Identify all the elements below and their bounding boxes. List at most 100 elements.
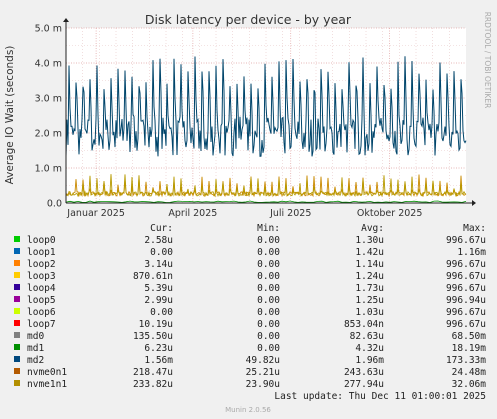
legend-row-avg: 82.63u bbox=[350, 331, 384, 342]
legend-row-name: md1 bbox=[27, 343, 44, 354]
legend-row-avg: 1.42u bbox=[355, 247, 384, 258]
legend-row-min: 0.00 bbox=[257, 235, 280, 246]
legend-row-max: 18.19m bbox=[452, 343, 487, 354]
legend-row-avg: 853.04n bbox=[344, 319, 384, 330]
legend-row-avg: 1.25u bbox=[355, 295, 384, 306]
legend-swatch bbox=[14, 368, 20, 374]
legend-swatch bbox=[14, 260, 20, 266]
side-label: RRDTOOL / TOBI OETIKER bbox=[483, 12, 492, 109]
legend-row-name: loop4 bbox=[27, 283, 56, 294]
legend-swatch bbox=[14, 344, 20, 350]
legend-row-cur: 870.61n bbox=[133, 271, 173, 282]
legend-swatch bbox=[14, 284, 20, 290]
x-tick-label: April 2025 bbox=[168, 208, 217, 219]
y-axis-arrow bbox=[63, 18, 69, 22]
x-tick-label: Januar 2025 bbox=[66, 208, 125, 219]
legend-header-max: Max: bbox=[463, 223, 486, 234]
legend-header-avg: Avg: bbox=[361, 223, 384, 234]
x-axis-arrow bbox=[472, 200, 476, 206]
legend-row-min: 49.82u bbox=[246, 355, 280, 366]
legend-swatch bbox=[14, 320, 20, 326]
legend-row-name: loop2 bbox=[27, 259, 56, 270]
y-tick-label: 3.0 m bbox=[35, 94, 62, 105]
legend-row-max: 996.94u bbox=[446, 295, 486, 306]
legend-row-max: 68.50m bbox=[452, 331, 487, 342]
footer: Munin 2.0.56 bbox=[225, 406, 271, 414]
legend-row-name: nvme1n1 bbox=[27, 379, 67, 390]
y-tick-label: 2.0 m bbox=[35, 129, 62, 140]
legend-row-avg: 1.96m bbox=[355, 355, 384, 366]
legend-row-max: 24.48m bbox=[452, 367, 487, 378]
legend-row-avg: 1.73u bbox=[355, 283, 384, 294]
legend-swatch bbox=[14, 332, 20, 338]
legend-swatch bbox=[14, 296, 20, 302]
x-tick-label: Juli 2025 bbox=[269, 208, 311, 219]
legend-row-max: 996.67u bbox=[446, 319, 486, 330]
series-line-nvme1n1 bbox=[65, 174, 467, 198]
y-axis-label: Average IO Wait (seconds) bbox=[4, 46, 16, 185]
legend-row-max: 996.67u bbox=[446, 259, 486, 270]
last-update: Last update: Thu Dec 11 01:00:01 2025 bbox=[274, 391, 486, 402]
legend-row-avg: 243.63u bbox=[344, 367, 384, 378]
legend-row-min: 23.90u bbox=[246, 379, 280, 390]
legend-row-avg: 1.24u bbox=[355, 271, 384, 282]
legend-row-name: loop6 bbox=[27, 307, 56, 318]
y-tick-label: 0.0 bbox=[47, 199, 62, 210]
legend-row-min: 0.00 bbox=[257, 319, 280, 330]
legend-row-cur: 0.00 bbox=[150, 307, 173, 318]
legend-row-name: md2 bbox=[27, 355, 44, 366]
legend-swatch bbox=[14, 380, 20, 386]
legend-row-cur: 1.56m bbox=[144, 355, 173, 366]
legend-swatch bbox=[14, 272, 20, 278]
legend-swatch bbox=[14, 356, 20, 362]
chart-title: Disk latency per device - by year bbox=[145, 12, 352, 27]
legend-row-cur: 0.00 bbox=[150, 247, 173, 258]
x-tick-label: Oktober 2025 bbox=[357, 208, 423, 219]
legend-row-name: md0 bbox=[27, 331, 44, 342]
legend-row-name: loop3 bbox=[27, 271, 56, 282]
legend-row-name: loop7 bbox=[27, 319, 56, 330]
legend-row-min: 0.00 bbox=[257, 247, 280, 258]
legend-row-avg: 1.03u bbox=[355, 307, 384, 318]
legend-swatch bbox=[14, 236, 20, 242]
legend-header-min: Min: bbox=[257, 223, 280, 234]
legend-row-max: 1.16m bbox=[457, 247, 486, 258]
legend-row-cur: 233.82u bbox=[133, 379, 173, 390]
y-tick-label: 4.0 m bbox=[35, 59, 62, 70]
legend-row-avg: 4.32u bbox=[355, 343, 384, 354]
legend-row-min: 25.21u bbox=[246, 367, 280, 378]
legend: Cur: Min: Avg: Max:loop0 2.58u 0.00 1.30u 996.6… bbox=[14, 223, 486, 390]
legend-row-max: 173.33m bbox=[446, 355, 486, 366]
legend-row-min: 0.00 bbox=[257, 259, 280, 270]
legend-row-name: nvme0n1 bbox=[27, 367, 67, 378]
legend-row-cur: 3.14u bbox=[144, 259, 173, 270]
legend-row-min: 0.00 bbox=[257, 307, 280, 318]
plot-area: 0.0 1.0 m 2.0 m 3.0 m 4.0 m 5.0 m Januar 2025 A… bbox=[35, 18, 476, 219]
legend-row-cur: 5.39u bbox=[144, 283, 173, 294]
legend-header-cur: Cur: bbox=[150, 223, 173, 234]
legend-row-cur: 2.58u bbox=[144, 235, 173, 246]
legend-swatch bbox=[14, 248, 20, 254]
legend-row-avg: 277.94u bbox=[344, 379, 384, 390]
legend-row-avg: 1.30u bbox=[355, 235, 384, 246]
legend-row-max: 996.67u bbox=[446, 235, 486, 246]
legend-row-cur: 10.19u bbox=[139, 319, 173, 330]
legend-row-min: 0.00 bbox=[257, 295, 280, 306]
legend-row-name: loop5 bbox=[27, 295, 56, 306]
y-tick-label: 1.0 m bbox=[35, 164, 62, 175]
legend-row-name: loop0 bbox=[27, 235, 56, 246]
series-line-low bbox=[65, 200, 467, 203]
legend-row-max: 996.67u bbox=[446, 271, 486, 282]
legend-row-cur: 135.50u bbox=[133, 331, 173, 342]
legend-row-cur: 218.47u bbox=[133, 367, 173, 378]
legend-swatch bbox=[14, 308, 20, 314]
legend-row-min: 0.00 bbox=[257, 283, 280, 294]
legend-row-avg: 1.14u bbox=[355, 259, 384, 270]
series-line-md2 bbox=[65, 56, 467, 157]
legend-row-cur: 6.23u bbox=[144, 343, 173, 354]
legend-row-min: 0.00 bbox=[257, 343, 280, 354]
y-tick-label: 5.0 m bbox=[35, 24, 62, 35]
legend-row-max: 996.67u bbox=[446, 283, 486, 294]
legend-row-min: 0.00 bbox=[257, 271, 280, 282]
